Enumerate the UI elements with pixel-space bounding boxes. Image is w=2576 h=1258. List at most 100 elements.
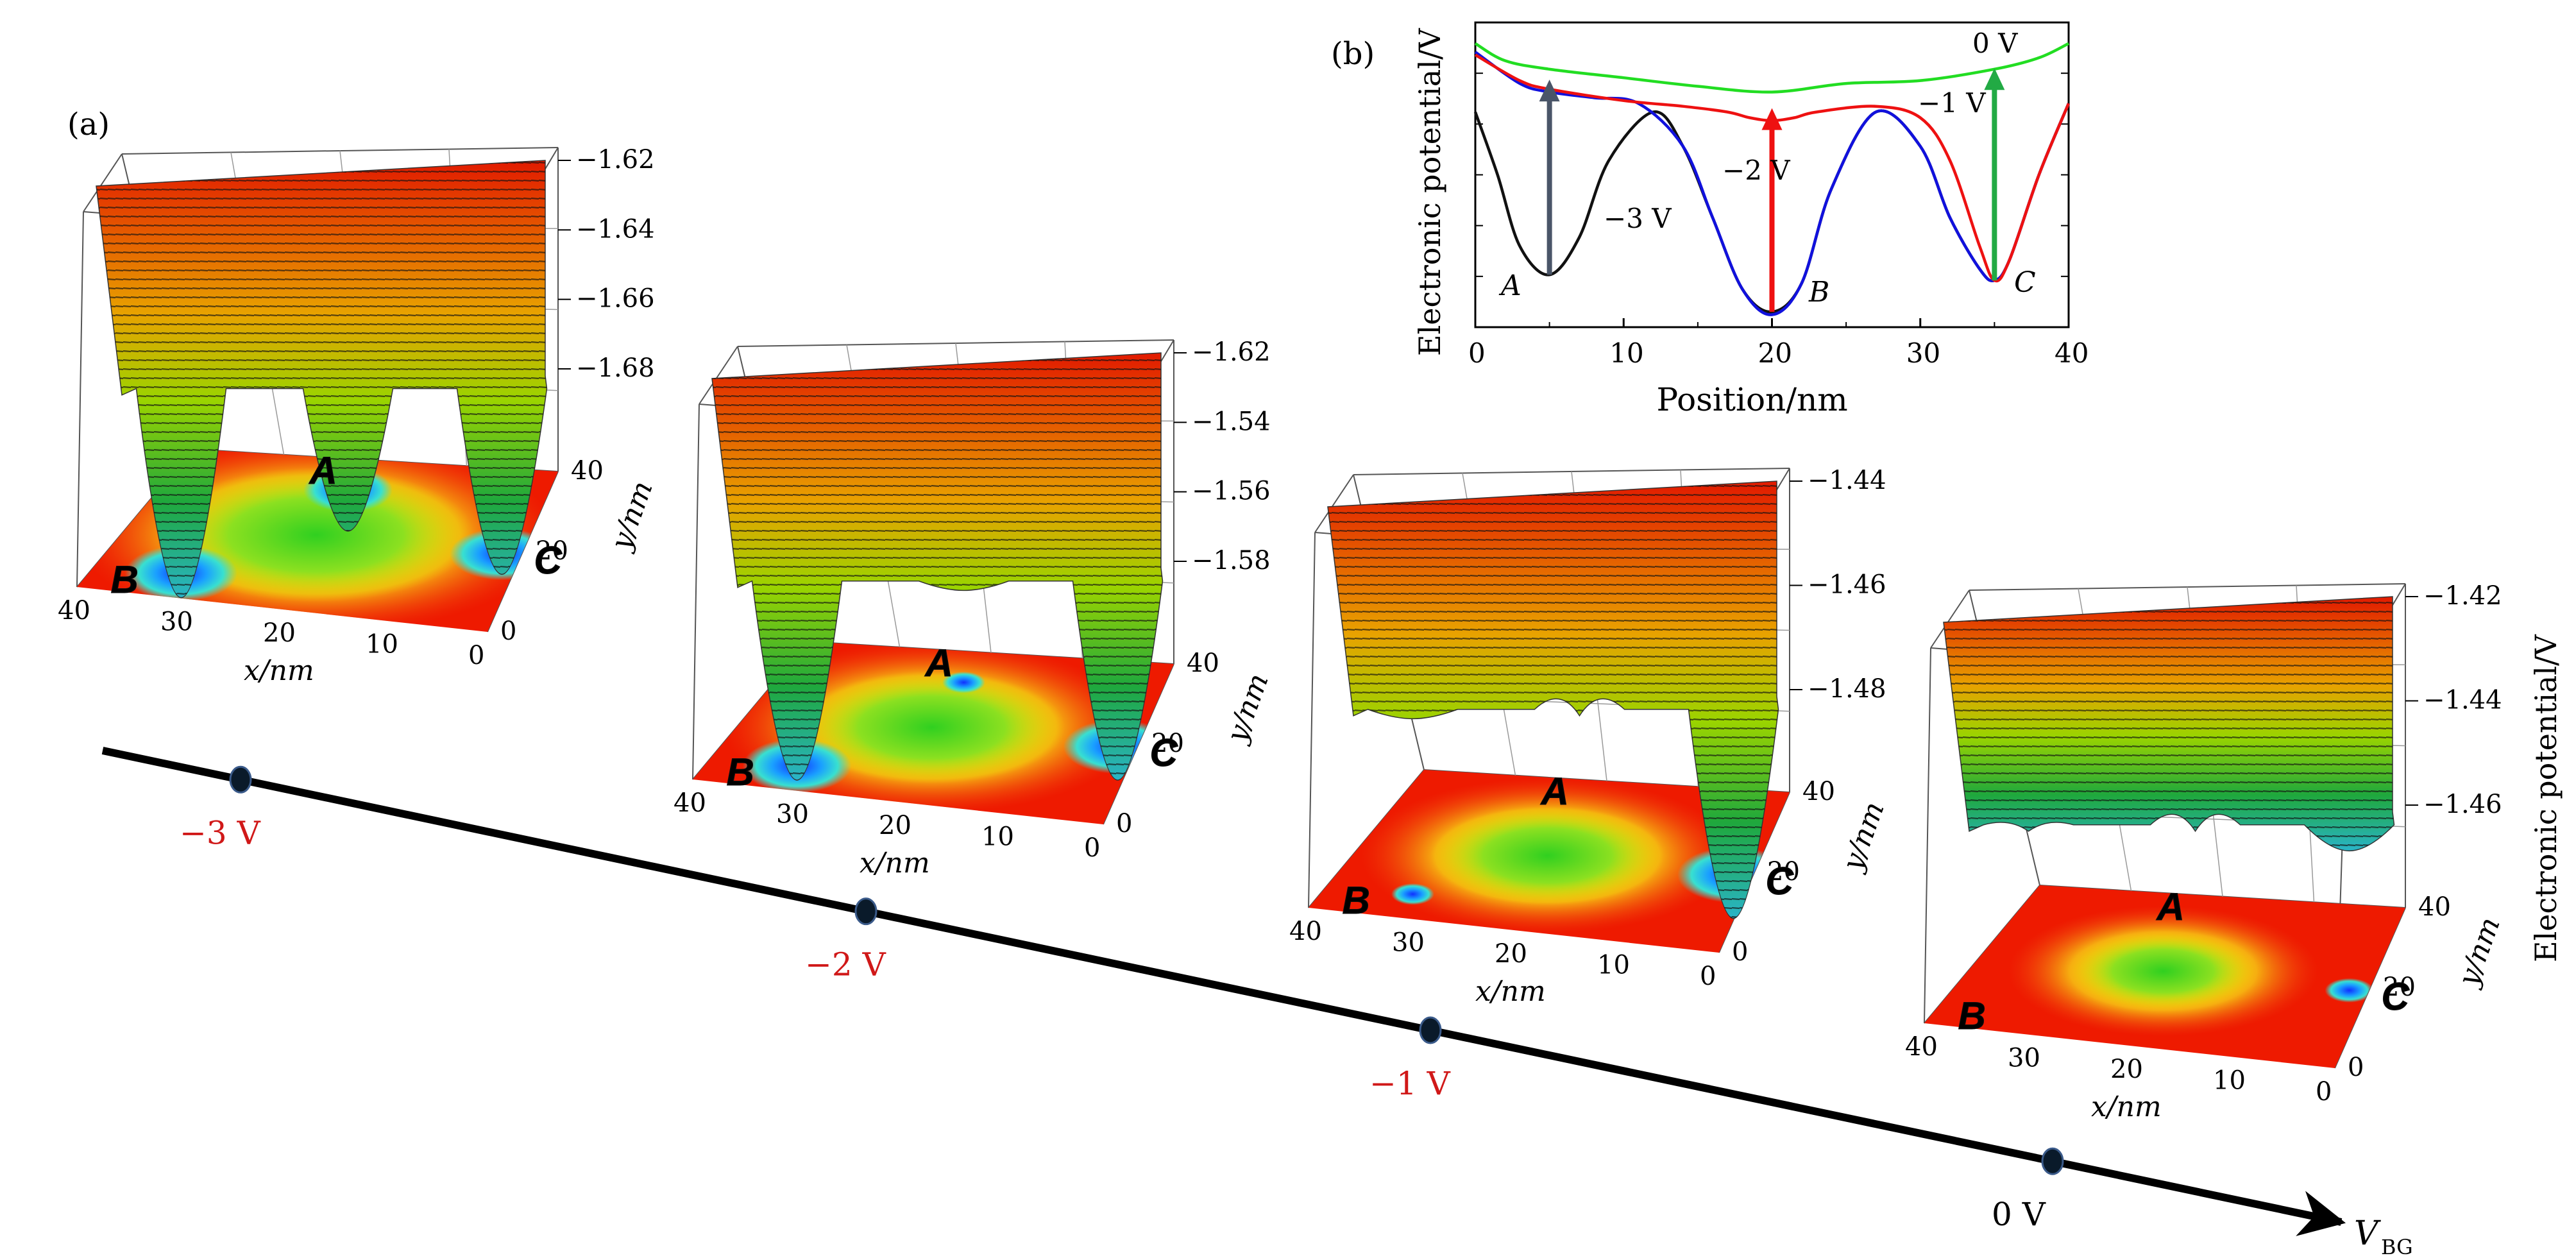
z-tick-label: −1.68 (576, 353, 655, 383)
potential-surface (711, 352, 1164, 781)
y-tick-label: 40 (2418, 892, 2451, 922)
heatmap-blobs (724, 642, 1173, 813)
box-edge (1924, 647, 1931, 1024)
box-edge (1308, 532, 1316, 908)
heat-green (798, 670, 1065, 784)
z-tick-label: −1.54 (1192, 407, 1271, 436)
chart-site-label-B: B (1808, 276, 1829, 309)
y-tick-label: 0 (1732, 937, 1748, 967)
z-tick-label: −1.46 (1808, 570, 1886, 600)
x-tick-label: 40 (2055, 337, 2089, 369)
z-tick-label: −1.44 (1808, 466, 1886, 495)
x-tick-label: 30 (1906, 337, 1940, 369)
site-label-A: A (924, 642, 953, 684)
site-label-C: C (534, 539, 563, 582)
y-tick-label: 40 (1187, 649, 1219, 678)
x-tick-label: 30 (2008, 1044, 2040, 1073)
y-tick-label: 40 (571, 456, 604, 486)
y-tick-label: 20 (1767, 857, 1800, 887)
y-tick-label: 20 (2383, 973, 2416, 1002)
potential-surface (1943, 596, 2395, 852)
y-tick-label: 20 (536, 536, 568, 566)
site-label-A: A (2156, 885, 2185, 928)
panel-b-line-chart: 0 10 20 30 40 Position/nm Electronic potential… (1331, 21, 2089, 418)
series-line-−1 V (1474, 53, 2071, 283)
site-label-C: C (1766, 860, 1795, 903)
y-axis-label: y/nm (1220, 669, 1275, 747)
x-tick-label: 20 (2110, 1055, 2143, 1084)
bias-dot (854, 897, 877, 926)
bias-dot (1419, 1016, 1442, 1044)
site-label-A: A (1540, 770, 1569, 813)
bias-dot (229, 765, 252, 794)
heat-blue-well (1391, 883, 1434, 905)
series-label: −2 V (1722, 155, 1790, 186)
panel-a-label: (a) (67, 106, 110, 142)
site-label-C: C (2382, 975, 2411, 1018)
x-tick-label: 20 (879, 811, 911, 840)
site-label-B: B (1343, 879, 1370, 922)
site-label-C: C (1150, 731, 1179, 774)
bias-axis-label-sub: BG (2381, 1235, 2413, 1258)
potential-surface (1327, 480, 1779, 919)
arrow-head (1761, 108, 1783, 130)
x-tick-label: 10 (1609, 337, 1643, 369)
x-tick-label: 20 (263, 618, 296, 648)
x-tick-label: 0 (1700, 962, 1716, 991)
surface-contours (1944, 597, 2394, 851)
y-tick-label: 0 (2348, 1053, 2364, 1082)
series-label: −1 V (1918, 87, 1986, 119)
x-tick-label: 20 (1758, 337, 1792, 369)
z-tick-label: −1.62 (576, 145, 655, 174)
x-axis-label: x/nm (244, 654, 314, 687)
site-label-A: A (309, 449, 337, 492)
series-label: 0 V (1972, 28, 2018, 59)
z-tick-label: −1.58 (1192, 546, 1271, 575)
potential-surface (96, 160, 548, 599)
arrow-head (1539, 80, 1560, 102)
x-axis-label: x/nm (860, 847, 930, 880)
y-tick-label: 40 (1802, 777, 1835, 806)
x-tick-label: 40 (674, 788, 706, 818)
bias-label: −1 V (1369, 1065, 1451, 1102)
z-tick-label: −1.62 (1192, 337, 1271, 367)
x-axis-label: x/nm (1475, 975, 1546, 1008)
z-tick-label: −1.64 (576, 214, 655, 244)
surface-contours (96, 160, 547, 598)
x-tick-label: 30 (160, 608, 193, 637)
z-tick-label: −1.56 (1192, 477, 1271, 506)
surface-contours (1328, 481, 1779, 919)
z-tick-label: −1.46 (2423, 790, 2502, 819)
bias-axis-line (101, 747, 2346, 1236)
bias-dot (2041, 1147, 2064, 1175)
box-edge (699, 346, 738, 405)
site-label-B: B (727, 751, 754, 794)
x-tick-label: 40 (58, 596, 90, 625)
x-axis-label: x/nm (2091, 1091, 2162, 1123)
bias-timeline: −3 V −2 V −1 V 0 V V BG (101, 747, 2413, 1258)
y-tick-label: 0 (1116, 809, 1132, 838)
x-tick-label: 0 (2316, 1077, 2332, 1107)
panel-b-label: (b) (1331, 36, 1375, 72)
box-edge (1314, 474, 1354, 533)
site-label-B: B (1958, 994, 1986, 1037)
site-label-B: B (111, 558, 139, 601)
heat-blue-well (942, 672, 985, 693)
box-edge (83, 153, 123, 212)
y-axis-label: y/nm (1836, 797, 1891, 876)
chart-site-label-A: A (1498, 269, 1521, 302)
x-tick-label: 0 (468, 641, 484, 670)
heat-blue-well (2325, 978, 2374, 1003)
heat-green (157, 468, 475, 602)
z-tick-label: −1.42 (2423, 581, 2502, 611)
bias-label: −3 V (180, 814, 261, 851)
arrow-head (1984, 68, 2005, 90)
bias-label: 0 V (1992, 1196, 2046, 1233)
surface-contours (712, 353, 1163, 781)
x-tick-label: 30 (776, 800, 809, 829)
